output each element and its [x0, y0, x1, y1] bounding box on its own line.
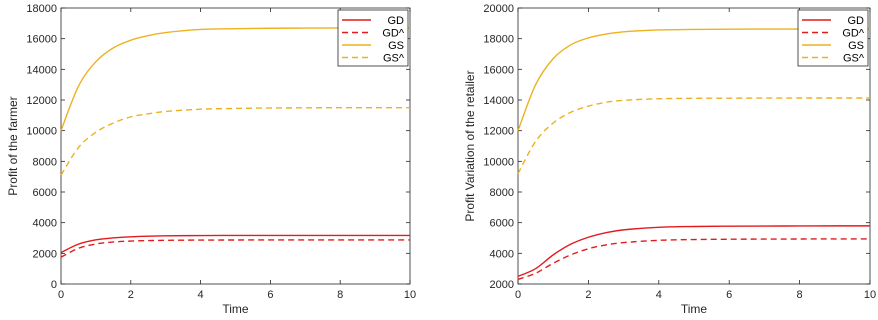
x-tick-label: 6 [726, 289, 732, 301]
y-tick-label: 12000 [26, 95, 57, 107]
legend-entry: GS^ [383, 53, 405, 65]
chart-2: 0 2 4 6 8 10 2000 4000 6000 8000 10000 12000 14000 16… [463, 3, 876, 316]
x-tick-label: 8 [797, 289, 803, 301]
legend-entry: GS [388, 40, 404, 52]
series-line-gd [517, 225, 871, 277]
series-line-gs [517, 28, 870, 131]
legend-entry: GD^ [382, 28, 405, 40]
y-tick-label: 4000 [33, 218, 57, 230]
y-tick-label: 6000 [490, 218, 514, 230]
y-tick-label: 8000 [33, 156, 57, 168]
x-tick-label: 10 [404, 289, 416, 301]
y-tick-label: 14000 [483, 95, 514, 107]
y-tick-label: 6000 [33, 187, 57, 199]
y-tick-label: 18000 [26, 3, 57, 15]
plot-area [60, 7, 411, 285]
y-tick-label: 14000 [26, 64, 57, 76]
x-tick-label: 2 [585, 289, 591, 301]
legend-entry: GD [848, 15, 865, 27]
x-tick-label: 0 [58, 289, 64, 301]
y-tick-label: 10000 [483, 156, 514, 168]
x-tick-label: 4 [198, 289, 204, 301]
y-tick-label: 8000 [490, 187, 514, 199]
legend-entry: GD^ [842, 28, 865, 40]
x-tick-label: 6 [267, 289, 273, 301]
x-axis-label: Time [222, 302, 249, 316]
x-tick-label: 8 [337, 289, 343, 301]
x-axis-label: Time [681, 302, 708, 316]
x-tick-label: 0 [515, 289, 521, 301]
y-axis-label: Profit of the farmer [6, 96, 20, 195]
chart-1: 0 2 4 6 8 10 0 2000 4000 6000 8000 10000 12000 14000 1… [6, 3, 416, 316]
y-tick-label: 16000 [26, 34, 57, 46]
legend-entry: GS [848, 40, 864, 52]
x-tick-label: 2 [128, 289, 134, 301]
y-tick-label: 0 [51, 279, 57, 291]
series-line-gs-hat [517, 97, 870, 174]
x-tick-label: 4 [656, 289, 662, 301]
y-tick-label: 10000 [26, 126, 57, 138]
y-tick-label: 2000 [490, 279, 514, 291]
series-line-gs-hat [60, 106, 410, 176]
y-axis-label: Profit Variation of the retailer [463, 70, 477, 221]
series-line-gs [60, 27, 410, 131]
y-tick-label: 18000 [483, 34, 514, 46]
y-tick-label: 16000 [483, 64, 514, 76]
series-line-gd-hat [517, 238, 871, 281]
y-tick-label: 2000 [33, 248, 57, 260]
series-line-gd [60, 234, 410, 254]
legend-entry: GS^ [843, 53, 865, 65]
legend-entry: GD [388, 15, 405, 27]
plot-area [517, 7, 871, 285]
y-tick-label: 12000 [483, 126, 514, 138]
y-tick-label: 4000 [490, 248, 514, 260]
series-line-gd-hat [60, 239, 410, 258]
y-tick-label: 20000 [483, 3, 514, 15]
x-tick-label: 10 [864, 289, 876, 301]
